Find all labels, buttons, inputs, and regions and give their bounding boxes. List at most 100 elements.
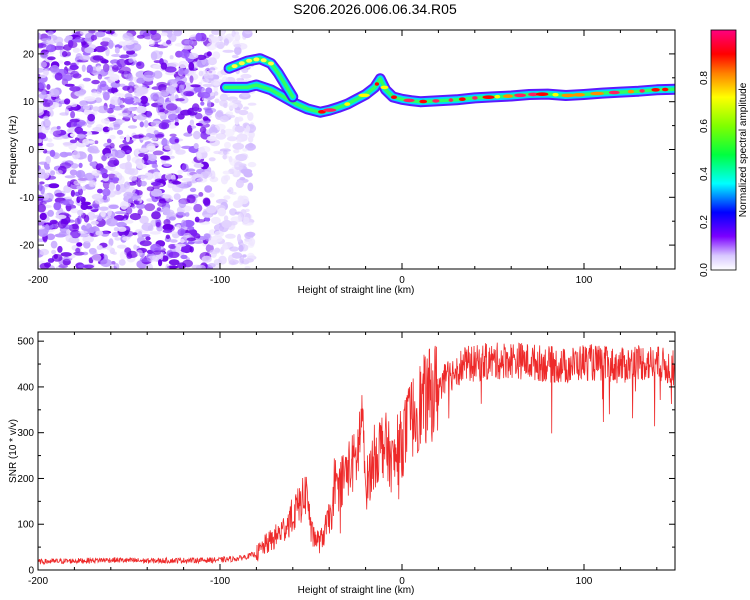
noise-blob — [64, 61, 71, 66]
noise-blob — [91, 91, 101, 97]
noise-blob — [53, 202, 61, 210]
noise-blob — [73, 48, 80, 53]
noise-blob — [89, 227, 96, 233]
colorbar-tick-label: 0.8 — [699, 71, 710, 85]
noise-blob — [116, 184, 121, 191]
noise-blob — [58, 220, 67, 229]
noise-blob — [75, 218, 81, 225]
noise-blob — [33, 108, 44, 116]
ridge-hotspot — [536, 92, 548, 96]
noise-blob — [60, 152, 69, 158]
noise-blob — [170, 156, 175, 159]
noise-blob — [67, 129, 73, 133]
noise-blob — [50, 65, 59, 74]
noise-blob — [187, 226, 194, 230]
noise-blob — [228, 102, 235, 109]
noise-blob — [133, 244, 137, 249]
noise-blob — [248, 103, 257, 106]
noise-blob — [76, 186, 82, 190]
chart-title: S206.2026.006.06.34.R05 — [293, 1, 457, 17]
ridge-hotspot — [358, 94, 370, 98]
spectrogram-y-tick-label: -20 — [20, 241, 35, 252]
branch-hotspot — [232, 64, 238, 68]
noise-blob — [112, 65, 119, 72]
noise-blob — [201, 79, 210, 83]
spectrogram-y-tick-label: -10 — [20, 193, 35, 204]
noise-blob — [75, 37, 85, 43]
noise-blob — [247, 112, 253, 121]
noise-blob — [81, 203, 89, 210]
noise-blob — [187, 171, 197, 177]
noise-blob — [196, 33, 202, 42]
noise-blob — [88, 146, 99, 154]
noise-blob — [114, 237, 120, 241]
noise-blob — [65, 175, 76, 178]
noise-blob — [82, 252, 88, 256]
noise-blob — [175, 175, 182, 179]
noise-blob — [119, 144, 129, 149]
noise-blob — [242, 254, 246, 257]
snr-y-tick-label: 300 — [17, 428, 34, 439]
noise-blob — [147, 111, 152, 119]
noise-blob — [243, 258, 254, 263]
noise-blob — [140, 181, 147, 187]
noise-blob — [249, 238, 256, 246]
noise-blob — [149, 40, 155, 46]
noise-blob — [221, 175, 228, 184]
noise-blob — [98, 74, 102, 80]
noise-blob — [79, 55, 91, 60]
snr-x-label: Height of straight line (km) — [298, 585, 415, 596]
noise-blob — [58, 60, 63, 64]
noise-blob — [175, 98, 184, 101]
ridge-hotspot — [609, 91, 620, 95]
noise-blob — [84, 215, 89, 223]
noise-blob — [77, 210, 83, 216]
noise-blob — [136, 250, 143, 256]
noise-blob — [193, 131, 201, 140]
noise-blob — [136, 164, 147, 169]
noise-blob — [208, 57, 217, 65]
noise-blob — [87, 114, 95, 122]
ridge-hotspot — [323, 108, 336, 112]
noise-blob — [70, 111, 75, 118]
noise-blob — [189, 246, 194, 252]
noise-blob — [170, 239, 178, 242]
noise-blob — [124, 220, 133, 224]
spectrogram-y-tick-label: 10 — [23, 97, 35, 108]
noise-blob — [246, 125, 250, 133]
noise-blob — [88, 140, 95, 143]
noise-blob — [224, 38, 229, 46]
noise-blob — [119, 67, 131, 75]
noise-blob — [59, 112, 68, 116]
noise-blob — [46, 84, 50, 90]
noise-blob — [70, 103, 77, 108]
noise-blob — [177, 81, 185, 85]
noise-blob — [209, 157, 216, 161]
noise-blob — [82, 186, 86, 191]
noise-blob — [91, 80, 100, 84]
noise-blob — [169, 216, 176, 220]
ridge-hotspot — [459, 97, 466, 101]
noise-blob — [51, 241, 58, 249]
snr-y-tick-label: 500 — [17, 337, 34, 348]
noise-blob — [100, 81, 107, 87]
noise-blob — [144, 120, 149, 128]
noise-blob — [191, 265, 202, 269]
noise-blob — [125, 73, 132, 80]
snr-x-tick-label: -200 — [28, 576, 48, 587]
ridge-hotspot — [514, 94, 526, 98]
noise-blob — [49, 110, 54, 117]
spectrogram-y-tick-label: 20 — [23, 49, 35, 60]
noise-blob — [109, 265, 114, 271]
noise-blob — [77, 134, 85, 139]
ridge-hotspot — [344, 102, 350, 106]
noise-blob — [60, 252, 71, 257]
noise-blob — [223, 171, 231, 175]
noise-blob — [199, 71, 204, 77]
noise-blob — [50, 170, 55, 176]
noise-blob — [110, 74, 120, 81]
noise-blob — [65, 84, 75, 87]
noise-blob — [148, 134, 155, 138]
noise-blob — [147, 146, 156, 151]
noise-blob — [38, 184, 43, 191]
